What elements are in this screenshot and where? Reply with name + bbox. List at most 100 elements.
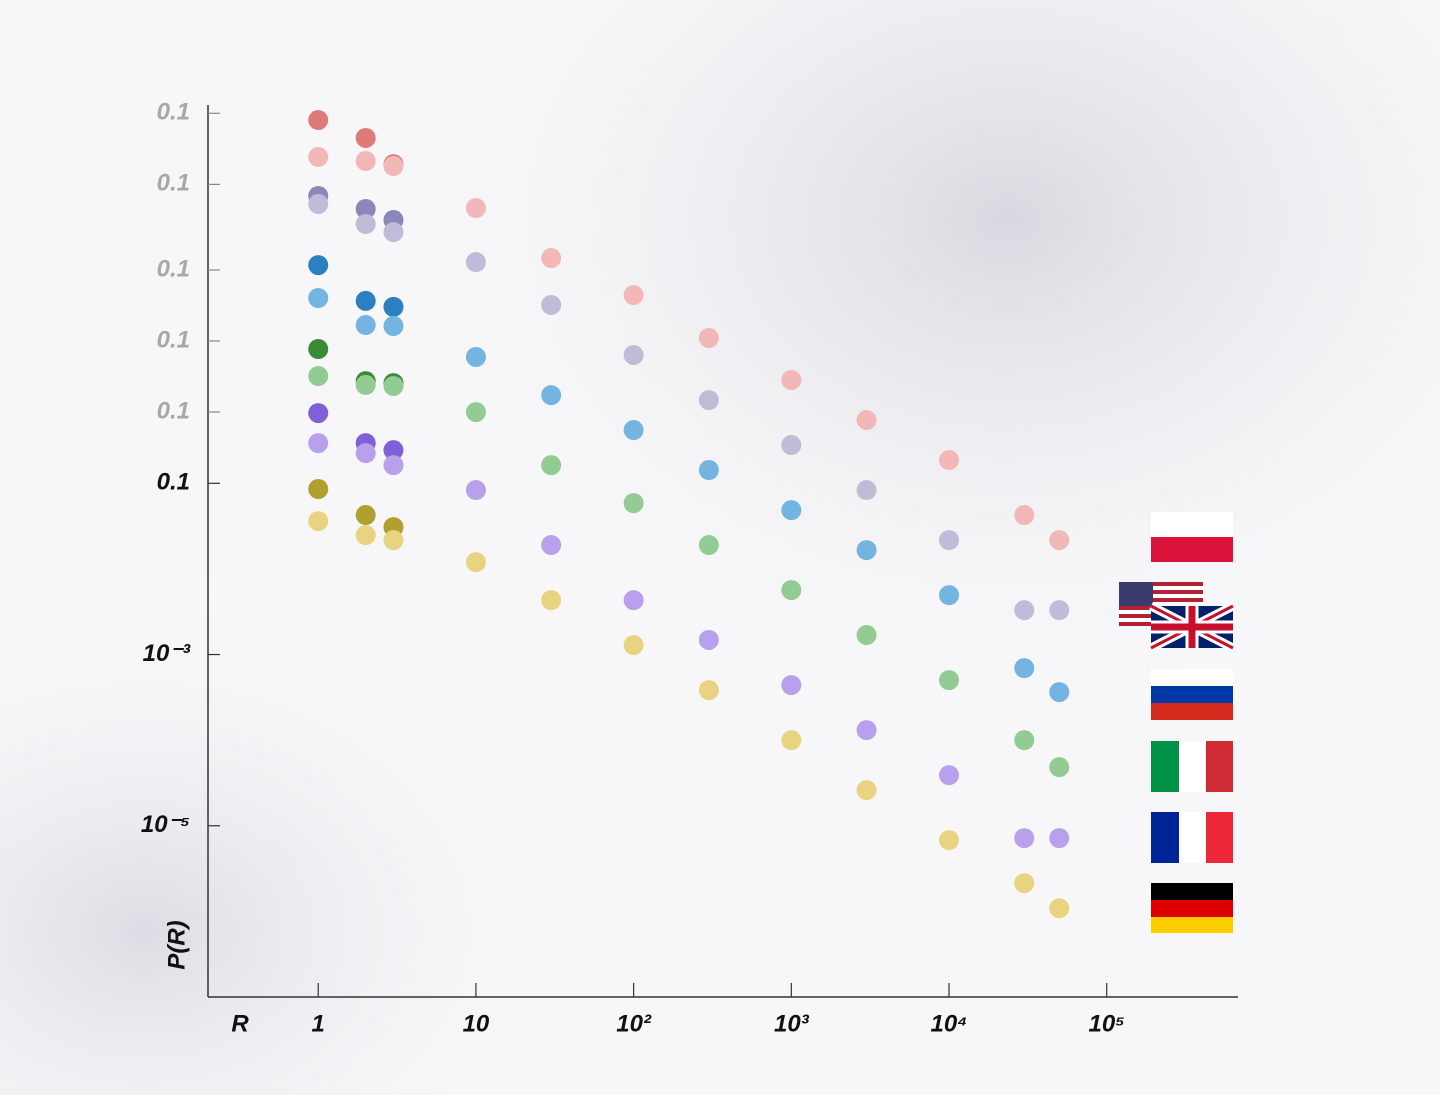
data-point — [383, 455, 404, 476]
data-point — [1049, 600, 1070, 621]
x-tick-label: 10² — [616, 1010, 652, 1037]
data-point — [1049, 682, 1070, 703]
y-axis-label: P(R) — [163, 920, 190, 969]
legend-flags — [1119, 512, 1236, 933]
x-axis-label: R — [231, 1010, 249, 1037]
data-point — [856, 720, 877, 741]
data-point — [541, 455, 562, 476]
data-point — [939, 670, 960, 691]
data-point — [383, 156, 404, 177]
data-point — [355, 315, 376, 336]
data-point — [781, 580, 802, 601]
data-point — [308, 403, 329, 424]
data-point — [355, 290, 376, 311]
data-point — [1014, 600, 1035, 621]
flag-poland — [1151, 512, 1233, 562]
data-point — [623, 345, 644, 366]
data-point — [856, 780, 877, 801]
data-point — [1014, 873, 1035, 894]
data-point — [355, 198, 376, 219]
data-point — [623, 590, 644, 611]
data-point — [308, 433, 329, 454]
data-point — [465, 480, 486, 501]
data-point — [465, 198, 486, 219]
data-point — [308, 288, 329, 309]
data-point — [541, 248, 562, 269]
data-point — [355, 505, 376, 526]
data-point — [698, 390, 719, 411]
data-point — [308, 255, 329, 276]
data-point — [308, 339, 329, 360]
data-point — [541, 294, 562, 315]
data-point — [781, 675, 802, 696]
y-tick-label: 0.1 — [157, 170, 190, 197]
x-tick-label: 10⁴ — [931, 1010, 968, 1037]
data-point — [541, 385, 562, 406]
data-point — [698, 629, 719, 650]
data-point — [355, 525, 376, 546]
y-tick-label: 10⁻⁵ — [141, 811, 190, 838]
flag-italy — [1151, 741, 1233, 792]
data-point — [781, 369, 802, 390]
data-point — [355, 443, 376, 464]
data-point — [939, 830, 960, 851]
data-point — [781, 435, 802, 456]
data-point — [465, 552, 486, 573]
data-point — [781, 500, 802, 521]
data-point — [465, 252, 486, 273]
data-point — [698, 680, 719, 701]
data-point — [1014, 828, 1035, 849]
data-point — [308, 366, 329, 387]
data-point — [383, 222, 404, 243]
data-point — [1014, 658, 1035, 679]
data-point — [939, 585, 960, 606]
y-tick-label: 0.1 — [157, 326, 190, 353]
data-point — [383, 440, 404, 461]
x-tick-label: 10³ — [774, 1010, 810, 1037]
y-tick-label: 0.1 — [157, 255, 190, 282]
data-point — [1014, 730, 1035, 751]
data-point — [308, 511, 329, 532]
data-point — [465, 346, 486, 367]
data-point — [856, 540, 877, 561]
data-point — [698, 535, 719, 556]
data-point — [1049, 757, 1070, 778]
data-point — [541, 535, 562, 556]
x-tick-label: 10 — [463, 1010, 490, 1037]
data-point — [355, 127, 376, 148]
x-tick-label: 10⁵ — [1088, 1010, 1124, 1037]
data-point — [623, 285, 644, 306]
data-point — [939, 450, 960, 471]
data-point — [856, 480, 877, 501]
data-point — [355, 213, 376, 234]
data-point — [698, 328, 719, 349]
data-point — [698, 460, 719, 481]
data-point — [856, 625, 877, 646]
x-tick-label: 1 — [312, 1010, 325, 1037]
data-point — [623, 493, 644, 514]
y-tick-label: 0.1 — [157, 397, 190, 424]
data-point — [465, 402, 486, 423]
data-point — [1049, 828, 1070, 849]
data-point — [383, 530, 404, 551]
flag-russia — [1151, 669, 1233, 720]
y-tick-label: 10⁻³ — [143, 640, 191, 667]
data-point — [308, 479, 329, 500]
data-point — [1049, 530, 1070, 551]
data-point — [1049, 898, 1070, 919]
y-tick-label: 0.1 — [157, 99, 190, 126]
data-point — [623, 635, 644, 656]
flag-uk — [1148, 601, 1236, 653]
data-point — [383, 296, 404, 317]
data-point — [939, 765, 960, 786]
data-point — [939, 530, 960, 551]
data-point — [383, 316, 404, 337]
y-tick-label: 0.1 — [157, 469, 190, 496]
data-point — [308, 147, 329, 168]
flag-france — [1151, 812, 1233, 863]
data-point — [856, 410, 877, 431]
data-point — [355, 374, 376, 395]
data-point — [383, 375, 404, 396]
data-point — [541, 590, 562, 611]
